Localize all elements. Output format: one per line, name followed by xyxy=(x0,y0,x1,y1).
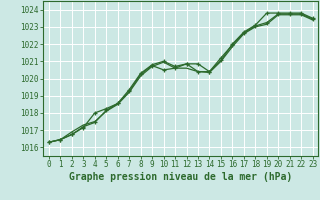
X-axis label: Graphe pression niveau de la mer (hPa): Graphe pression niveau de la mer (hPa) xyxy=(69,172,292,182)
